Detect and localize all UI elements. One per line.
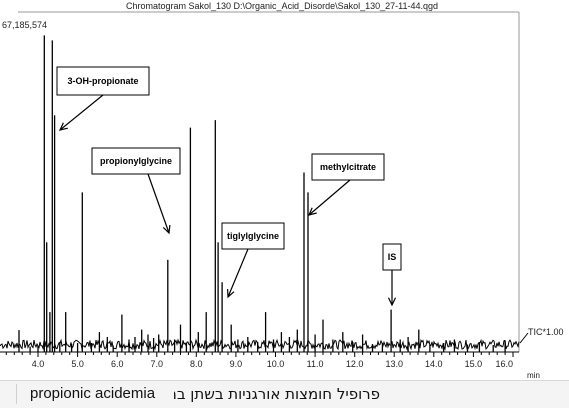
annotation-arrow — [308, 179, 351, 216]
caption-bar: propionic acidemia פרופיל חומצות אורגניו… — [0, 380, 569, 408]
x-tick-label: 6.0 — [111, 359, 124, 369]
series-label-leader — [519, 332, 529, 344]
annotation-label: IS — [388, 252, 397, 262]
annotation-arrowhead — [307, 207, 317, 216]
x-tick-label: 4.0 — [32, 359, 45, 369]
annotation-arrowhead — [162, 224, 171, 235]
x-tick-label: 9.0 — [230, 359, 243, 369]
annotation-arrowhead — [227, 288, 235, 299]
x-tick-label: 14.0 — [425, 359, 443, 369]
caption-latin: propionic acidemia — [30, 385, 156, 402]
x-tick-label: 8.0 — [190, 359, 203, 369]
peaks-layer — [18, 35, 506, 352]
annotation-arrow — [147, 173, 170, 234]
annotation-label: tiglylglycine — [227, 231, 279, 241]
x-tick-label: 15.0 — [465, 359, 483, 369]
annotation-box — [221, 222, 285, 250]
annotation-label: methylcitrate — [320, 162, 376, 172]
x-tick-label: 5.0 — [71, 359, 84, 369]
annotation-arrowhead — [387, 297, 397, 307]
x-tick-label: 7.0 — [151, 359, 164, 369]
x-tick-label: 12.0 — [346, 359, 364, 369]
x-tick-label: 13.0 — [386, 359, 404, 369]
annotation-arrowhead — [58, 122, 68, 131]
annotation-box — [56, 66, 150, 96]
chart-title: Chromatogram Sakol_130 D:\Organic_Acid_D… — [126, 1, 438, 11]
annotation-label: propionylglycine — [100, 156, 172, 166]
x-axis-label: min — [527, 371, 540, 380]
annotation-arrow — [227, 248, 249, 298]
x-tick-label: 11.0 — [307, 359, 324, 369]
annotation-box — [91, 147, 181, 175]
caption-cell-divider — [2, 384, 17, 404]
x-ticks-layer: 4.0 5.0 6.0 7.0 8.0 9.0 10.0 11.0 12.0 13.0 14.0 15… — [5, 352, 514, 369]
series-label: TIC*1.00 — [528, 327, 564, 337]
annotation-arrow — [59, 94, 104, 131]
annotations-layer: 3-OH-propionate propionylglycine tiglylgly… — [56, 66, 402, 307]
annotation-box — [311, 153, 385, 181]
x-tick-label: 10.0 — [267, 359, 285, 369]
caption-hebrew: פרופיל חומצות אורגניות בשתן במקרה של — [174, 385, 380, 403]
chromatogram-chart: Chromatogram Sakol_130 D:\Organic_Acid_D… — [0, 1, 564, 380]
x-tick-label: 16.0 — [495, 359, 513, 369]
tic-trace — [0, 338, 520, 351]
annotation-label: 3-OH-propionate — [68, 76, 139, 86]
y-max-label: 67,185,574 — [2, 20, 47, 30]
